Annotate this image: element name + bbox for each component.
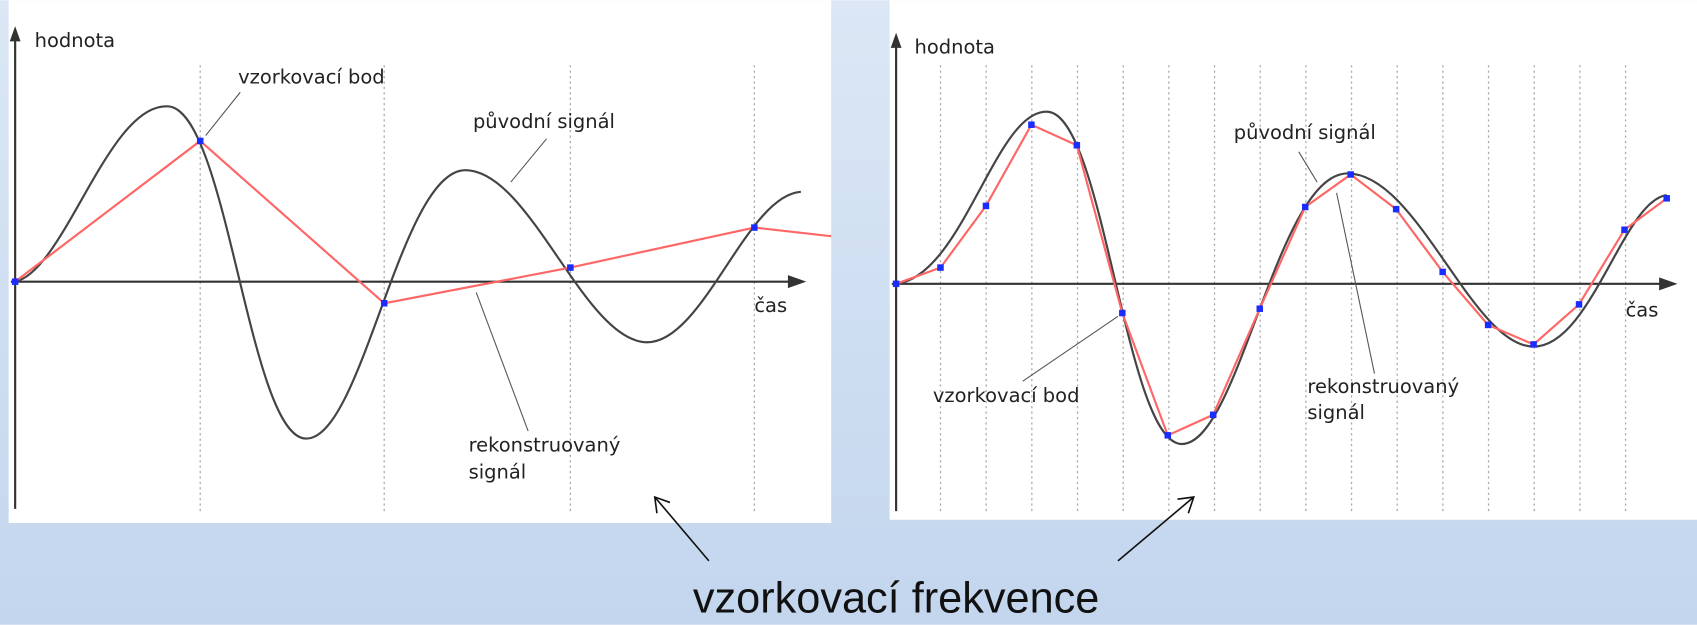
sample-point — [1119, 309, 1126, 317]
arrows — [653, 495, 1195, 562]
original-label: původní signál — [1234, 121, 1376, 144]
sample-point — [982, 202, 990, 210]
sample-point — [1028, 121, 1035, 128]
sample-point — [1256, 305, 1264, 312]
sample-point — [1663, 195, 1670, 202]
sample-point — [892, 280, 900, 288]
y-axis-label: hodnota — [35, 29, 115, 52]
sample-label: vzorkovací bod — [933, 384, 1080, 407]
sample-point — [1484, 321, 1492, 329]
sample-point — [1621, 226, 1628, 233]
y-axis-label: hodnota — [915, 35, 995, 58]
reconstructed-label: rekonstruovaný — [469, 434, 621, 457]
left-diagram: hodnota čas vzorkovací bod původní signá… — [8, 0, 832, 524]
sample-point — [1575, 301, 1583, 308]
sample-point — [1392, 205, 1400, 213]
sample-point — [1209, 411, 1217, 419]
sample-point — [1073, 142, 1081, 149]
reconstructed-label: signál — [469, 461, 527, 484]
caption: vzorkovací frekvence — [693, 574, 1100, 622]
sample-point — [1164, 432, 1172, 439]
sample-point — [937, 264, 944, 271]
sample-point — [1439, 268, 1446, 276]
sample-point — [1530, 341, 1537, 348]
right-diagram: hodnota čas vzorkovací bod původní signá… — [889, 0, 1697, 520]
sample-point — [1301, 203, 1309, 211]
x-axis-label: čas — [754, 294, 787, 317]
sample-point — [1347, 171, 1354, 178]
x-axis-label: čas — [1626, 298, 1659, 321]
reconstructed-label: signál — [1307, 401, 1365, 424]
sample-label: vzorkovací bod — [238, 66, 385, 89]
original-label: původní signál — [473, 110, 615, 133]
reconstructed-label: rekonstruovaný — [1307, 375, 1459, 398]
